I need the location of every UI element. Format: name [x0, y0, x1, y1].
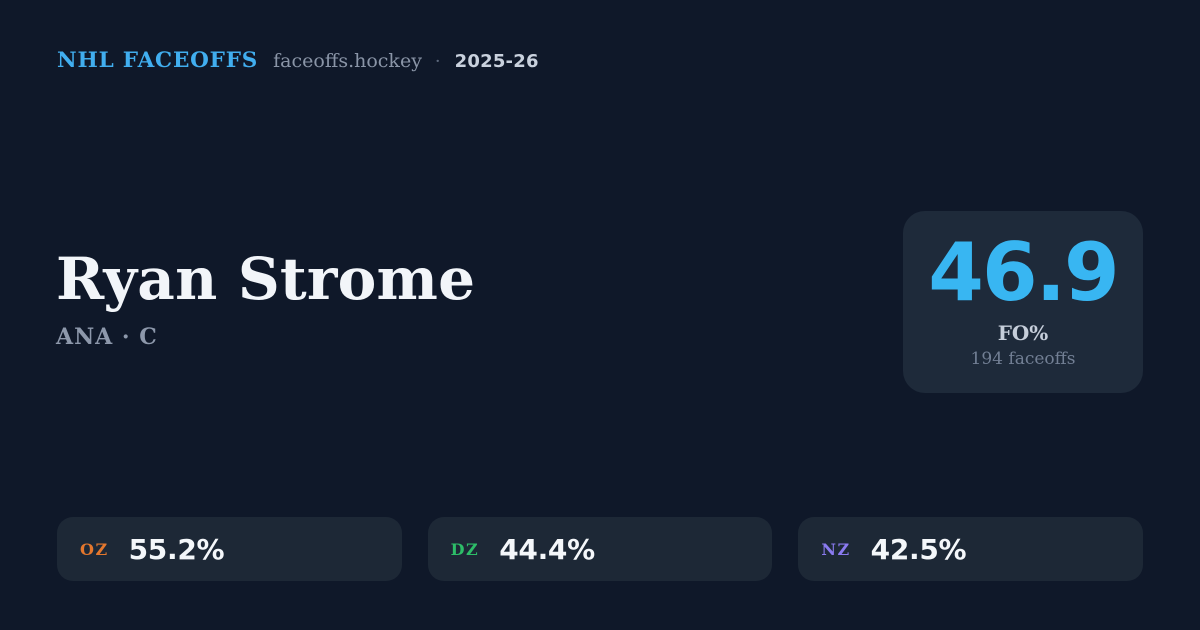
player-team-position: ANA · C [56, 324, 158, 350]
separator-dot: · [434, 51, 441, 72]
faceoff-pct-value: 46.9 [928, 226, 1119, 319]
faceoff-count: 194 faceoffs [970, 349, 1076, 369]
zone-pill-neutral: NZ 42.5% [798, 517, 1144, 581]
faceoff-pct-label: FO% [997, 321, 1049, 345]
player-name: Ryan Strome [56, 245, 476, 313]
season-label: 2025-26 [454, 51, 539, 72]
zone-code-oz: OZ [80, 539, 109, 559]
site-domain: faceoffs.hockey [273, 50, 422, 72]
zone-pill-defensive: DZ 44.4% [427, 517, 773, 581]
zone-code-nz: NZ [821, 539, 851, 559]
header: NHL FACEOFFS faceoffs.hockey · 2025-26 [57, 48, 539, 73]
zone-stats-row: OZ 55.2% DZ 44.4% NZ 42.5% [57, 517, 1144, 581]
zone-pill-offensive: OZ 55.2% [57, 517, 402, 581]
zone-value-nz: 42.5% [870, 532, 967, 566]
zone-value-oz: 55.2% [128, 532, 225, 566]
brand-wordmark: NHL FACEOFFS [57, 48, 259, 73]
zone-code-dz: DZ [450, 539, 480, 559]
faceoff-pct-card: 46.9 FO% 194 faceoffs [903, 211, 1143, 393]
zone-value-dz: 44.4% [499, 532, 595, 566]
player-block: Ryan Strome ANA · C [56, 250, 475, 350]
